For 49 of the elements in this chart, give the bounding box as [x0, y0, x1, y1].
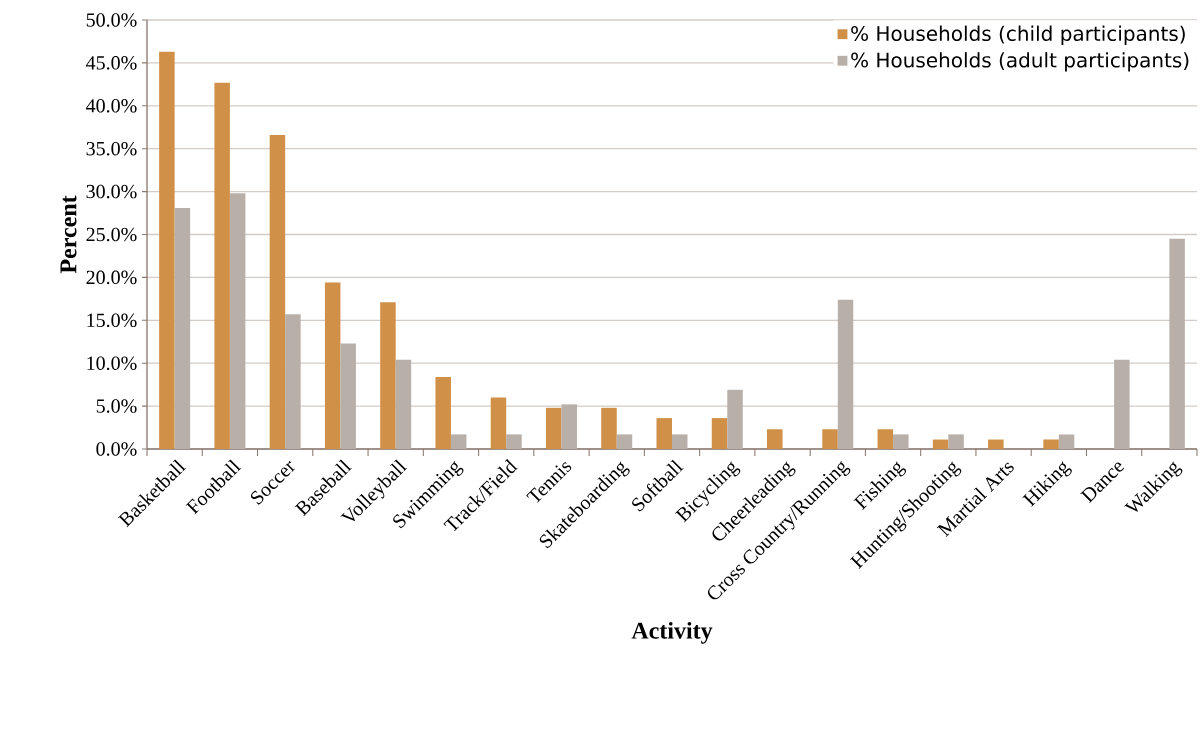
- bar: [1114, 359, 1130, 449]
- bar: [545, 407, 562, 449]
- bar: [380, 302, 396, 449]
- bar: [490, 397, 507, 449]
- bar: [837, 299, 854, 449]
- bar: [822, 429, 838, 449]
- bar: [229, 193, 246, 449]
- bar: [656, 418, 672, 449]
- bar: [324, 282, 341, 449]
- y-tick-label: 5.0%: [96, 399, 137, 413]
- bar: [1058, 434, 1075, 449]
- legend-label: % Households (adult participants): [851, 52, 1189, 72]
- y-tick-label: 10.0%: [87, 356, 137, 370]
- bar: [450, 434, 467, 449]
- y-tick-label: 45.0%: [86, 56, 137, 70]
- y-tick-label: 0.0%: [96, 442, 137, 456]
- y-tick-label: 15.0%: [87, 313, 137, 328]
- y-tick-label: 40.0%: [86, 99, 137, 113]
- bar: [561, 404, 577, 449]
- y-tick-label: 20.0%: [86, 270, 137, 285]
- bar: [616, 434, 633, 449]
- bar: [672, 434, 688, 449]
- y-tick-label: 35.0%: [86, 141, 137, 156]
- bar: [727, 389, 743, 449]
- y-tick-label: 25.0%: [86, 227, 137, 242]
- bar: [601, 407, 617, 449]
- x-axis-title: Activity: [631, 621, 713, 644]
- y-tick-label: 50.0%: [86, 13, 137, 27]
- bar: [988, 439, 1004, 449]
- bar: [932, 439, 949, 449]
- y-axis-title: Percent: [60, 195, 77, 274]
- bar: [767, 429, 783, 449]
- bar: [340, 343, 356, 449]
- bar: [285, 314, 301, 449]
- bar: [214, 82, 230, 449]
- bar: [174, 207, 191, 449]
- bar: [1043, 439, 1059, 449]
- bar: [395, 359, 412, 449]
- bar: [506, 434, 522, 449]
- bar: [948, 434, 964, 449]
- bar: [435, 376, 451, 449]
- bar: [893, 434, 909, 449]
- bar: [1169, 238, 1185, 449]
- bar: [269, 134, 286, 449]
- bar: [159, 51, 175, 449]
- legend-label: % Households (child participants): [851, 25, 1185, 45]
- bar: [711, 418, 728, 449]
- y-tick-label: 30.0%: [86, 184, 137, 199]
- bar: [877, 429, 894, 449]
